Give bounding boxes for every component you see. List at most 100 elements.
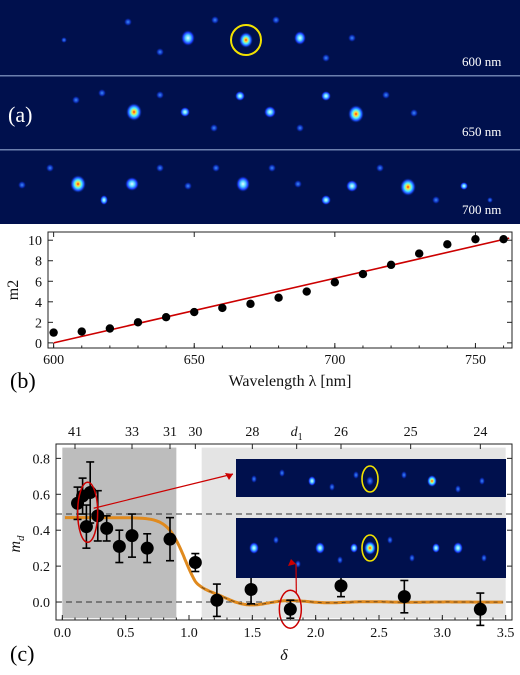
inset-spot <box>251 475 257 483</box>
inset-spot <box>401 471 407 479</box>
stripe-label-600: 600 nm <box>462 54 501 69</box>
data-point-b <box>274 293 283 302</box>
data-point-c <box>244 582 258 596</box>
inset-spot <box>409 554 415 562</box>
data-point-b <box>386 260 396 270</box>
inset-spot <box>455 485 461 493</box>
y-tick-label-b: 4 <box>35 296 42 311</box>
top-tick-label-c: 41 <box>68 425 82 440</box>
data-point-c <box>188 556 202 570</box>
stripe-label-650: 650 nm <box>462 124 501 139</box>
data-point-c <box>140 541 154 555</box>
data-point-b <box>49 328 58 337</box>
inset-spot <box>350 543 358 553</box>
annotation-arrowhead <box>288 559 296 566</box>
inset-spot <box>249 542 259 554</box>
data-point-b <box>358 269 368 279</box>
inset-upper <box>236 459 506 497</box>
data-point-b <box>415 249 424 258</box>
x-tick-label-c: 1.5 <box>244 626 262 641</box>
top-tick-label-c: 31 <box>163 425 177 440</box>
data-point-b <box>443 240 452 249</box>
y-axis-title-b: m2 <box>5 280 22 300</box>
y-axis-title-main: m <box>7 541 24 553</box>
y-tick-label-b: 8 <box>35 255 42 270</box>
inset-spot <box>453 542 463 554</box>
fit-line <box>53 237 510 344</box>
y-tick-label-b: 2 <box>35 316 42 331</box>
panel-c-letter: (c) <box>10 641 34 666</box>
inset-spot <box>279 469 285 477</box>
x-tick-label-b: 650 <box>184 353 205 368</box>
annotation-arrowhead <box>225 473 233 480</box>
inset-spot <box>308 476 316 486</box>
top-tick-label-subscript: 1 <box>298 432 303 443</box>
y-axis-title-subscript: d <box>15 535 27 541</box>
panel-a-letter: (a) <box>8 102 32 127</box>
data-point-c <box>473 602 487 616</box>
stripe-label-700: 700 nm <box>462 202 501 217</box>
stripe-650nm <box>72 89 418 132</box>
inset-spot <box>273 536 279 544</box>
data-point-b <box>105 324 115 333</box>
inset-highlight-circle <box>361 534 379 562</box>
annotation-ellipse <box>76 481 99 543</box>
inset-spot <box>427 475 437 487</box>
inset-spot <box>364 541 376 555</box>
inset-spot <box>387 536 393 544</box>
y-tick-label-b: 10 <box>28 234 42 249</box>
y-tick-label-c: 0.8 <box>33 452 51 467</box>
stripe-600nm <box>61 16 356 62</box>
top-tick-label-c: 26 <box>334 425 348 440</box>
data-point-b <box>246 299 255 309</box>
data-point-b <box>330 278 340 287</box>
panel-a-svg: 600 nm 650 nm (a) <box>0 0 520 224</box>
top-tick-label-c: 28 <box>245 425 259 440</box>
y-tick-label-b: 0 <box>35 337 42 352</box>
inset-spot <box>479 477 485 485</box>
data-point-c <box>397 590 411 604</box>
stripe-divider <box>0 75 520 77</box>
inset-spot <box>481 554 487 562</box>
x-tick-label-b: 750 <box>465 353 486 368</box>
y-tick-label-b: 6 <box>35 275 42 290</box>
panel-a-images: 600 nm 650 nm (a) <box>0 0 520 224</box>
x-tick-label-c: 3.5 <box>497 626 515 641</box>
data-point-c <box>334 579 348 593</box>
model-curve-dashed <box>201 586 504 606</box>
data-point-b <box>190 307 199 317</box>
x-tick-label-c: 0.5 <box>117 626 135 641</box>
data-point-b <box>302 287 311 296</box>
data-point-b <box>77 327 86 336</box>
y-axis-title-c: md <box>7 535 27 553</box>
inset-spot <box>315 542 325 554</box>
inset-highlight-circle <box>361 465 379 493</box>
inset-lower <box>236 518 506 578</box>
annotation-arrow <box>93 473 234 509</box>
x-tick-label-c: 2.5 <box>370 626 388 641</box>
plot-b-frame <box>47 231 513 349</box>
inset-spot <box>329 483 335 491</box>
annotation-ellipse <box>278 589 303 629</box>
data-point-b <box>218 303 227 313</box>
data-point-c <box>163 532 177 546</box>
plot-c-frame <box>55 443 513 621</box>
top-tick-label-c: 24 <box>473 425 487 440</box>
top-tick-label-main: d <box>291 425 299 440</box>
inset-spot <box>337 556 343 564</box>
x-tick-label-b: 700 <box>324 353 345 368</box>
y-tick-label-c: 0.2 <box>33 560 51 575</box>
inset-spot <box>432 543 440 553</box>
data-point-c <box>100 521 114 535</box>
top-tick-label-c: 30 <box>188 425 202 440</box>
inset-spot <box>366 476 374 486</box>
x-tick-label-c: 3.0 <box>434 626 452 641</box>
x-tick-label-c: 2.0 <box>307 626 325 641</box>
y-tick-label-c: 0.0 <box>33 596 51 611</box>
y-tick-label-c: 0.6 <box>33 488 51 503</box>
data-point-c <box>125 529 139 543</box>
data-point-c <box>210 593 224 607</box>
data-point-c <box>112 539 126 553</box>
top-tick-label-c: d1 <box>291 425 303 443</box>
